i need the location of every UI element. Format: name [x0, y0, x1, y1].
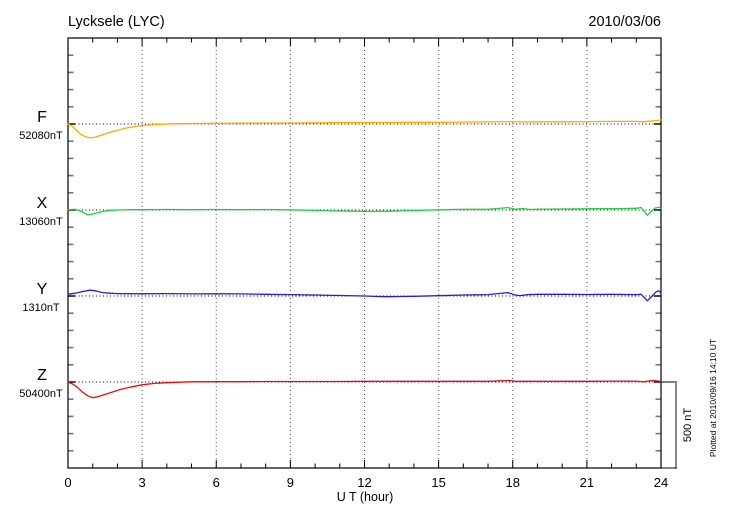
channel-letter-F: F [37, 109, 47, 126]
channel-baseline-value-Y: 1310nT [22, 302, 60, 314]
frame-layer [67, 37, 662, 469]
x-tick-label-18: 18 [506, 475, 520, 490]
channel-baseline-value-Z: 50400nT [19, 388, 63, 400]
channel-letter-Y: Y [37, 281, 48, 298]
plot-frame [67, 37, 662, 469]
x-tick-label-21: 21 [580, 475, 594, 490]
x-tick-label-15: 15 [431, 475, 445, 490]
channel-letter-X: X [37, 195, 48, 212]
plotted-timestamp-note: Plotted at 2010/09/16 14:10 UT [708, 339, 718, 457]
trace-F [67, 119, 662, 139]
trace-Z [67, 379, 662, 399]
x-tick-label-0: 0 [64, 475, 71, 490]
axis-labels-layer: F 52080nT X 13060nT Y 1310nT Z 50400nT 0 3 6 9 12 15 1… [19, 109, 668, 490]
ticks-layer [68, 38, 661, 468]
channel-letter-Z: Z [37, 367, 47, 384]
x-tick-label-3: 3 [139, 475, 146, 490]
trace-X [67, 206, 662, 216]
grid-layer [141, 38, 588, 468]
x-tick-label-12: 12 [357, 475, 371, 490]
channel-baseline-value-X: 13060nT [19, 216, 63, 228]
plot-date: 2010/03/06 [588, 14, 661, 30]
x-axis-title: U T (hour) [337, 490, 394, 504]
trace-Y [67, 289, 662, 302]
scale-bar [661, 381, 677, 469]
scale-bar-label: 500 nT [682, 408, 694, 443]
station-title: Lycksele (LYC) [68, 14, 165, 30]
x-tick-label-6: 6 [213, 475, 220, 490]
x-tick-label-9: 9 [287, 475, 294, 490]
x-tick-label-24: 24 [654, 475, 668, 490]
traces-layer [67, 119, 662, 399]
channel-baseline-value-F: 52080nT [19, 130, 63, 142]
